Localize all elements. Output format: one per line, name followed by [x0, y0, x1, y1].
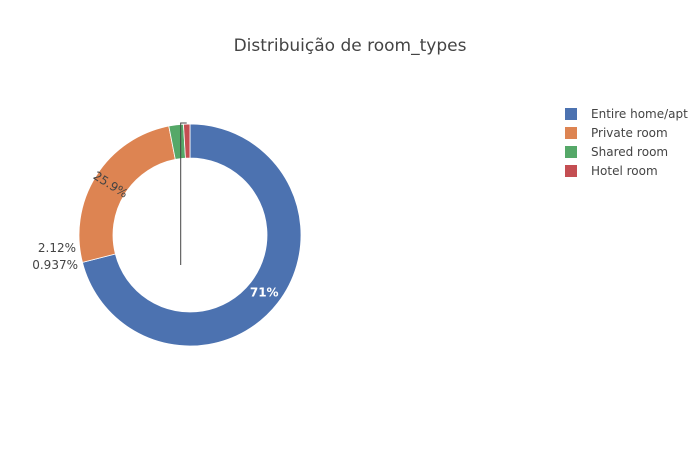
- slice-label-entire-home-apt: 71%: [250, 286, 279, 300]
- slice-entire-home-apt: [81, 123, 302, 347]
- legend-label-shared-room: Shared room: [591, 145, 668, 159]
- legend: Entire home/apt Private room Shared room Ho…: [565, 107, 688, 178]
- leader-line-hotel-room: [180, 122, 187, 265]
- legend-label-entire-home-apt: Entire home/apt: [591, 107, 688, 121]
- slice-private-room: [78, 125, 176, 263]
- legend-swatch-private-room: [565, 127, 577, 139]
- legend-swatch-hotel-room: [565, 165, 577, 177]
- donut-slices: [78, 123, 302, 347]
- slice-label-hotel-room: 0.937%: [32, 258, 78, 272]
- legend-label-hotel-room: Hotel room: [591, 164, 658, 178]
- legend-label-private-room: Private room: [591, 126, 668, 140]
- legend-swatch-entire-home-apt: [565, 108, 577, 120]
- slice-hotel-room: [183, 123, 191, 159]
- legend-swatch-shared-room: [565, 146, 577, 158]
- chart-title: Distribuição de room_types: [234, 36, 467, 56]
- slice-label-shared-room: 2.12%: [38, 241, 76, 255]
